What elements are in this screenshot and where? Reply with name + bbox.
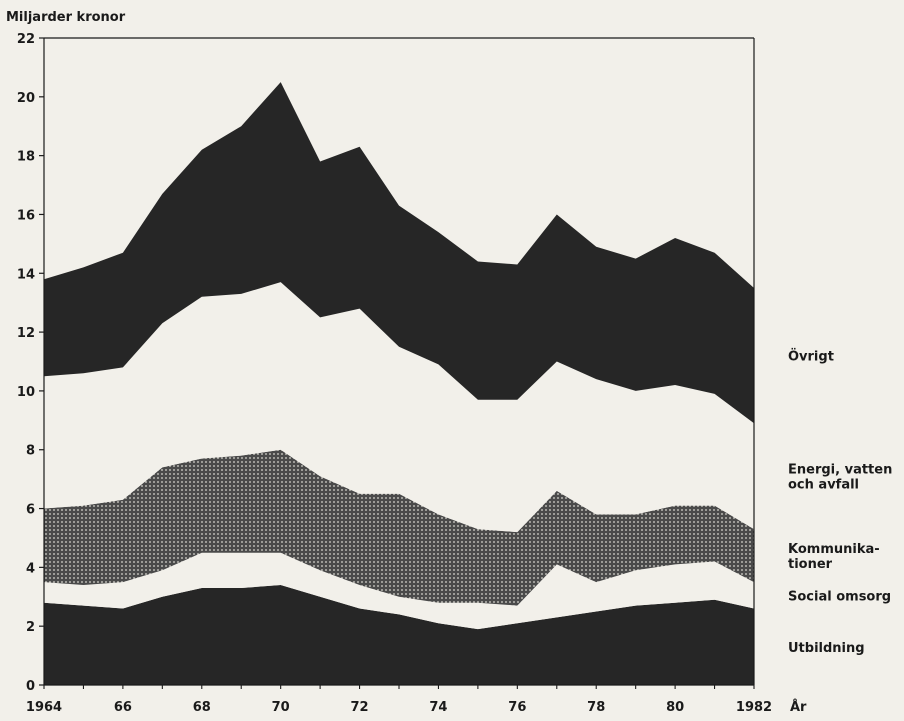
x-tick-label: 80	[666, 700, 684, 715]
y-tick-label: 2	[26, 620, 35, 635]
area-utbildning	[44, 585, 754, 685]
area-energi-vatten-och-avfall	[44, 282, 754, 533]
series-label-social-omsorg: Social omsorg	[788, 589, 891, 604]
x-tick-label: 1964	[26, 700, 62, 715]
area-layers	[44, 82, 754, 685]
y-tick-label: 6	[26, 503, 35, 518]
y-tick-label: 8	[26, 444, 35, 459]
y-ticks: 0 2 4 6 8 10 12 14 16 18 20 22	[17, 32, 44, 694]
series-labels: Övrigt Energi, vatten och avfall Kommunika-…	[788, 349, 892, 656]
area-social-omsorg	[44, 552, 754, 630]
series-label-kommunikationer: Kommunika-tioner	[788, 542, 880, 572]
x-tick-label: 78	[587, 700, 605, 715]
x-tick-label: 68	[193, 700, 211, 715]
y-tick-label: 12	[17, 326, 35, 341]
y-tick-label: 18	[17, 150, 35, 165]
series-label-utbildning: Utbildning	[788, 641, 865, 656]
y-tick-label: 0	[26, 679, 35, 694]
x-ticks: 1964 66 68 70 72 74 76 78 80 1982	[26, 685, 772, 715]
x-tick-label: 72	[351, 700, 369, 715]
x-tick-label: 74	[429, 700, 447, 715]
x-tick-label: 76	[508, 700, 526, 715]
area-kommunikationer	[44, 449, 754, 606]
y-tick-label: 22	[17, 32, 35, 47]
y-tick-label: 14	[17, 267, 35, 282]
series-label-ovrigt: Övrigt	[788, 349, 834, 365]
x-tick-label: 66	[114, 700, 132, 715]
area-ovrigt	[44, 82, 754, 424]
y-tick-label: 20	[17, 91, 35, 106]
x-tick-label: 70	[272, 700, 290, 715]
x-tick-label: 1982	[736, 700, 772, 715]
y-axis-label: Miljarder kronor	[6, 10, 126, 25]
y-tick-label: 10	[17, 385, 35, 400]
x-axis-label: År	[790, 699, 807, 715]
y-tick-label: 4	[26, 561, 35, 576]
series-label-energi-vatten-och-avfall: Energi, vatten och avfall	[788, 463, 892, 493]
y-tick-label: 16	[17, 208, 35, 223]
